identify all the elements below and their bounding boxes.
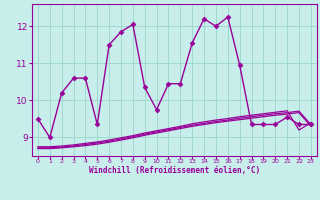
X-axis label: Windchill (Refroidissement éolien,°C): Windchill (Refroidissement éolien,°C) — [89, 166, 260, 175]
